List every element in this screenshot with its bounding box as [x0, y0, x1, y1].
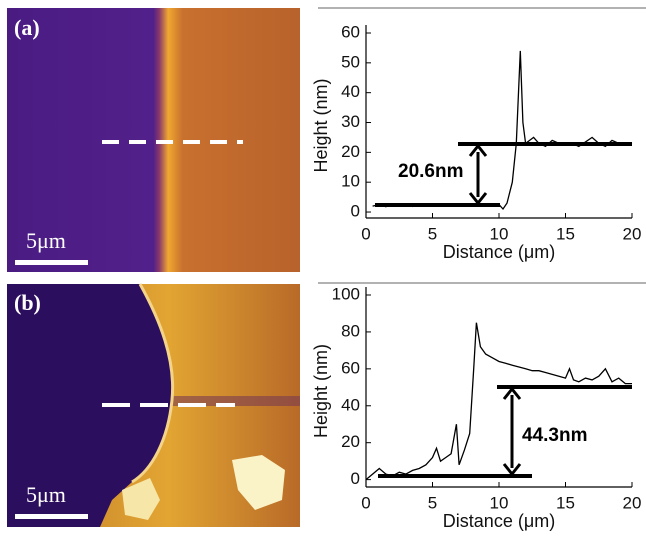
x-axis-title: Distance (μm) [443, 242, 555, 262]
x-tick-label: 0 [361, 493, 370, 512]
y-tick-label: 0 [351, 469, 360, 488]
y-tick-label: 20 [341, 432, 360, 451]
x-tick-label: 5 [428, 224, 437, 243]
x-tick-label: 15 [556, 493, 575, 512]
x-tick-label: 15 [556, 224, 575, 243]
y-tick-label: 80 [341, 321, 360, 340]
scale-bar [15, 514, 88, 519]
scale-bar [15, 260, 88, 265]
afm-feature [7, 284, 173, 527]
profile-line [372, 50, 633, 211]
y-tick-label: 60 [341, 22, 360, 41]
y-tick-label: 20 [341, 142, 360, 161]
scale-bar-label: 5μm [26, 228, 66, 253]
y-tick-label: 30 [341, 112, 360, 131]
y-tick-label: 60 [341, 358, 360, 377]
y-tick-label: 40 [341, 82, 360, 101]
arrow-head [502, 386, 522, 477]
panel-label: (a) [14, 15, 40, 40]
annotation: 44.3nm [522, 425, 587, 446]
y-tick-label: 0 [351, 202, 360, 221]
panel-label: (b) [14, 290, 41, 315]
x-axis-title: Distance (μm) [443, 511, 555, 531]
arrow-head [468, 143, 488, 206]
x-tick-label: 20 [623, 224, 642, 243]
afm-image [7, 8, 300, 272]
annotation: 20.6nm [398, 161, 463, 182]
scale-bar-label: 5μm [26, 482, 66, 507]
x-tick-label: 20 [623, 493, 642, 512]
y-axis-title: Height (nm) [311, 78, 331, 172]
afm-feature [122, 478, 160, 520]
y-tick-label: 50 [341, 52, 360, 71]
x-tick-label: 0 [361, 224, 370, 243]
y-axis-title: Height (nm) [311, 344, 331, 438]
profile-line [365, 322, 632, 481]
afm-feature [232, 455, 285, 510]
x-tick-label: 10 [490, 224, 509, 243]
x-tick-label: 10 [490, 493, 509, 512]
x-tick-label: 5 [428, 493, 437, 512]
afm-feature [170, 396, 300, 406]
y-tick-label: 40 [341, 395, 360, 414]
afm-edge [131, 283, 175, 484]
y-tick-label: 10 [341, 172, 360, 191]
y-tick-label: 100 [332, 284, 360, 303]
